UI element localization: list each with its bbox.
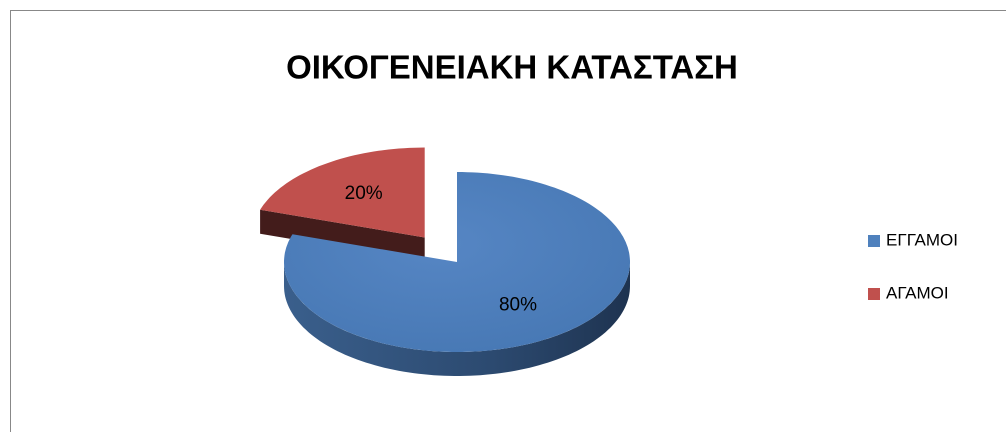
legend-swatch [868, 235, 880, 247]
legend-label: ΕΓΓΑΜΟΙ [886, 230, 958, 249]
legend-swatch [868, 288, 880, 300]
data-label: 80% [499, 295, 537, 316]
chart-title: ΟΙΚΟΓΕΝΕΙΑΚΗ ΚΑΤΑΣΤΑΣΗ [286, 49, 738, 86]
slice-side [260, 209, 425, 262]
legend-label: ΑΓΑΜΟΙ [886, 283, 949, 302]
data-label: 20% [345, 183, 383, 204]
slice [284, 172, 630, 352]
slice-wall [284, 262, 630, 376]
slice [260, 147, 425, 238]
